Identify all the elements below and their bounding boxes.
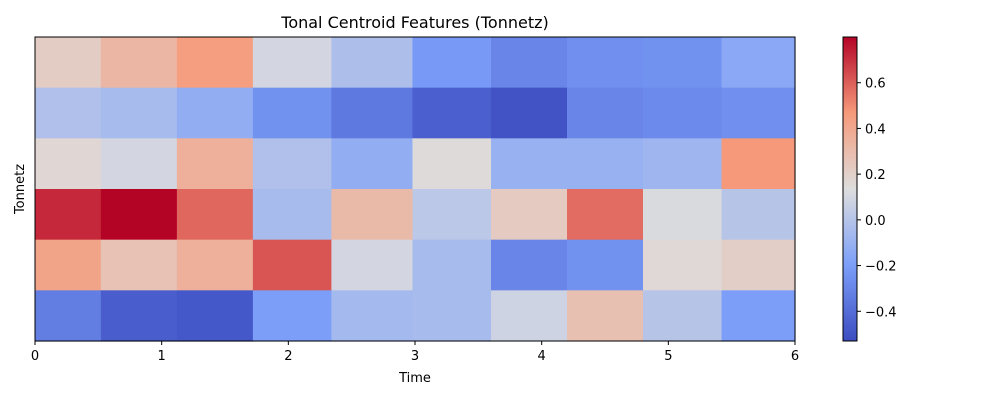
heatmap-cell xyxy=(567,138,644,190)
heatmap-cell xyxy=(331,138,414,190)
heatmap-cell xyxy=(100,239,178,291)
heatmap-cell xyxy=(252,189,332,241)
heatmap-cell xyxy=(721,138,796,190)
heatmap-cell xyxy=(567,290,644,342)
heatmap-cell xyxy=(35,239,102,291)
heatmap-cell xyxy=(35,290,102,342)
heatmap-cell xyxy=(643,87,723,139)
heatmap-cell xyxy=(100,87,178,139)
heatmap-cell xyxy=(721,189,796,241)
heatmap-cell xyxy=(491,290,568,342)
heatmap-cell xyxy=(331,87,414,139)
x-tick-label: 1 xyxy=(158,349,166,364)
heatmap-cell xyxy=(491,138,568,190)
heatmap-cell xyxy=(176,138,254,190)
heatmap-cell xyxy=(35,189,102,241)
heatmap-cell xyxy=(491,189,568,241)
heatmap-cell xyxy=(412,87,492,139)
heatmap-cell xyxy=(567,37,644,89)
x-tick-label: 5 xyxy=(664,349,672,364)
heatmap-cell xyxy=(176,189,254,241)
heatmap-cell xyxy=(35,87,102,139)
x-tick-label: 2 xyxy=(284,349,292,364)
heatmap-cell xyxy=(721,37,796,89)
heatmap-cell xyxy=(567,189,644,241)
heatmap-cell xyxy=(176,37,254,89)
x-axis: 0 1 2 3 4 5 6 xyxy=(31,341,799,364)
heatmap-cell xyxy=(721,290,796,342)
heatmap-cell xyxy=(331,37,414,89)
heatmap-cell xyxy=(331,239,414,291)
colorbar-axis: −0.4 −0.2 0.0 0.2 0.4 0.6 xyxy=(857,77,897,320)
heatmap-cell xyxy=(643,239,723,291)
heatmap-cell xyxy=(35,138,102,190)
heatmap-cell xyxy=(252,239,332,291)
colorbar-tick-label: 0.0 xyxy=(865,214,886,229)
x-tick-label: 3 xyxy=(411,349,419,364)
heatmap-cell xyxy=(252,87,332,139)
heatmap-cell xyxy=(331,290,414,342)
heatmap-cell xyxy=(643,138,723,190)
heatmap-cell xyxy=(100,290,178,342)
colorbar-tick-label: 0.2 xyxy=(865,168,886,183)
colorbar xyxy=(842,36,858,342)
heatmap-cell xyxy=(412,239,492,291)
heatmap-cell xyxy=(491,37,568,89)
heatmap-cell xyxy=(176,239,254,291)
heatmap-cell xyxy=(567,239,644,291)
heatmap-cell xyxy=(100,189,178,241)
heatmap-cell xyxy=(412,189,492,241)
heatmap-cell xyxy=(252,37,332,89)
heatmap-cell xyxy=(721,239,796,291)
heatmap xyxy=(35,37,796,342)
heatmap-cell xyxy=(100,37,178,89)
x-tick-label: 4 xyxy=(538,349,546,364)
y-axis-title: Tonnetz xyxy=(13,164,28,215)
x-tick-label: 0 xyxy=(31,349,39,364)
heatmap-cell xyxy=(643,37,723,89)
heatmap-cell xyxy=(491,239,568,291)
heatmap-cell xyxy=(491,87,568,139)
chart-title: Tonal Centroid Features (Tonnetz) xyxy=(280,13,548,32)
colorbar-tick-label: 0.6 xyxy=(865,77,886,92)
heatmap-cell xyxy=(100,138,178,190)
heatmap-cell xyxy=(331,189,414,241)
heatmap-cell xyxy=(252,138,332,190)
heatmap-cell xyxy=(643,290,723,342)
x-axis-title: Time xyxy=(398,371,431,386)
colorbar-tick-label: −0.4 xyxy=(865,305,897,320)
heatmap-cell xyxy=(412,138,492,190)
colorbar-tick-label: 0.4 xyxy=(865,122,886,137)
heatmap-cell xyxy=(412,290,492,342)
heatmap-cell xyxy=(176,87,254,139)
heatmap-cell xyxy=(412,37,492,89)
heatmap-cell xyxy=(35,37,102,89)
heatmap-cell xyxy=(176,290,254,342)
colorbar-tick-label: −0.2 xyxy=(865,260,897,275)
heatmap-cell xyxy=(567,87,644,139)
heatmap-cell xyxy=(252,290,332,342)
x-tick-label: 6 xyxy=(791,349,799,364)
heatmap-cell xyxy=(643,189,723,241)
heatmap-cell xyxy=(721,87,796,139)
